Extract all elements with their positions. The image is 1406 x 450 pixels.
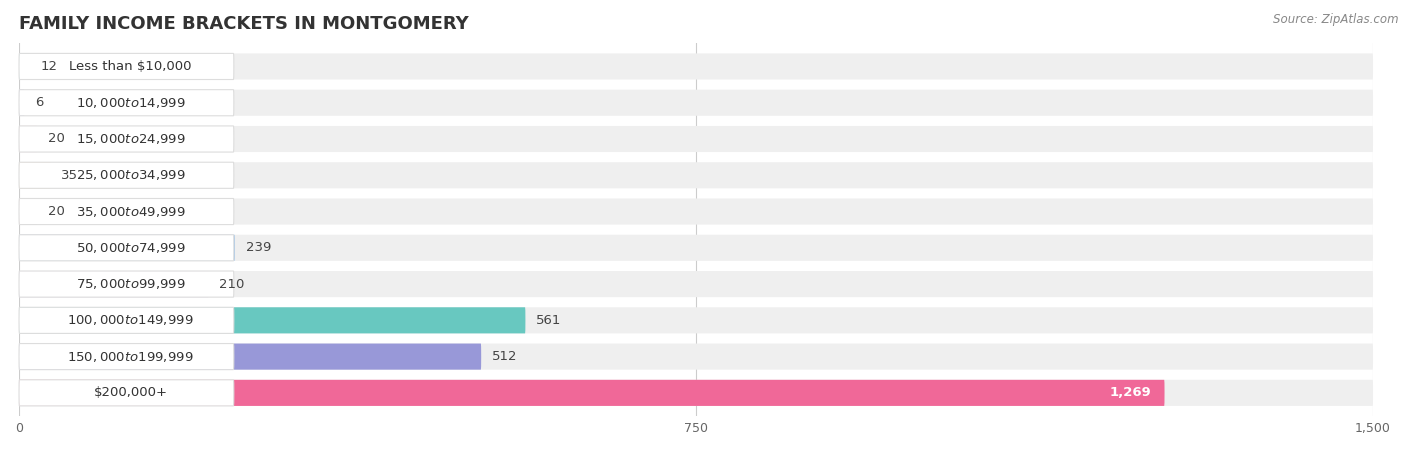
Text: $15,000 to $24,999: $15,000 to $24,999: [76, 132, 186, 146]
Text: $200,000+: $200,000+: [94, 387, 167, 399]
FancyBboxPatch shape: [20, 126, 233, 152]
Text: $75,000 to $99,999: $75,000 to $99,999: [76, 277, 186, 291]
Text: $25,000 to $34,999: $25,000 to $34,999: [76, 168, 186, 182]
Text: 35: 35: [62, 169, 79, 182]
FancyBboxPatch shape: [20, 54, 1374, 80]
Text: $50,000 to $74,999: $50,000 to $74,999: [76, 241, 186, 255]
Text: 1,269: 1,269: [1109, 387, 1152, 399]
Text: $10,000 to $14,999: $10,000 to $14,999: [76, 96, 186, 110]
FancyBboxPatch shape: [20, 162, 51, 188]
Text: 20: 20: [48, 205, 65, 218]
FancyBboxPatch shape: [20, 198, 233, 225]
Text: 20: 20: [48, 132, 65, 145]
Text: Less than $10,000: Less than $10,000: [69, 60, 193, 73]
FancyBboxPatch shape: [20, 380, 1164, 406]
Text: FAMILY INCOME BRACKETS IN MONTGOMERY: FAMILY INCOME BRACKETS IN MONTGOMERY: [20, 15, 468, 33]
FancyBboxPatch shape: [20, 162, 1374, 188]
FancyBboxPatch shape: [20, 343, 233, 369]
FancyBboxPatch shape: [20, 90, 233, 116]
FancyBboxPatch shape: [20, 90, 1374, 116]
Text: Source: ZipAtlas.com: Source: ZipAtlas.com: [1274, 14, 1399, 27]
FancyBboxPatch shape: [20, 307, 233, 333]
Text: 210: 210: [219, 278, 245, 291]
FancyBboxPatch shape: [20, 90, 24, 116]
FancyBboxPatch shape: [20, 235, 233, 261]
Text: $150,000 to $199,999: $150,000 to $199,999: [67, 350, 194, 364]
FancyBboxPatch shape: [20, 235, 1374, 261]
Text: 239: 239: [246, 241, 271, 254]
Text: $100,000 to $149,999: $100,000 to $149,999: [67, 313, 194, 327]
FancyBboxPatch shape: [20, 235, 235, 261]
FancyBboxPatch shape: [20, 271, 208, 297]
FancyBboxPatch shape: [20, 307, 526, 333]
FancyBboxPatch shape: [20, 54, 30, 80]
FancyBboxPatch shape: [20, 271, 233, 297]
FancyBboxPatch shape: [20, 343, 1374, 369]
FancyBboxPatch shape: [20, 198, 37, 225]
FancyBboxPatch shape: [20, 126, 1374, 152]
FancyBboxPatch shape: [20, 198, 1374, 225]
FancyBboxPatch shape: [20, 380, 1374, 406]
FancyBboxPatch shape: [20, 126, 37, 152]
Text: 12: 12: [41, 60, 58, 73]
Text: $35,000 to $49,999: $35,000 to $49,999: [76, 205, 186, 219]
FancyBboxPatch shape: [20, 307, 1374, 333]
FancyBboxPatch shape: [20, 271, 1374, 297]
FancyBboxPatch shape: [20, 343, 481, 369]
FancyBboxPatch shape: [20, 380, 233, 406]
FancyBboxPatch shape: [20, 54, 233, 80]
Text: 512: 512: [492, 350, 517, 363]
FancyBboxPatch shape: [20, 162, 233, 188]
Text: 6: 6: [35, 96, 44, 109]
Text: 561: 561: [536, 314, 561, 327]
